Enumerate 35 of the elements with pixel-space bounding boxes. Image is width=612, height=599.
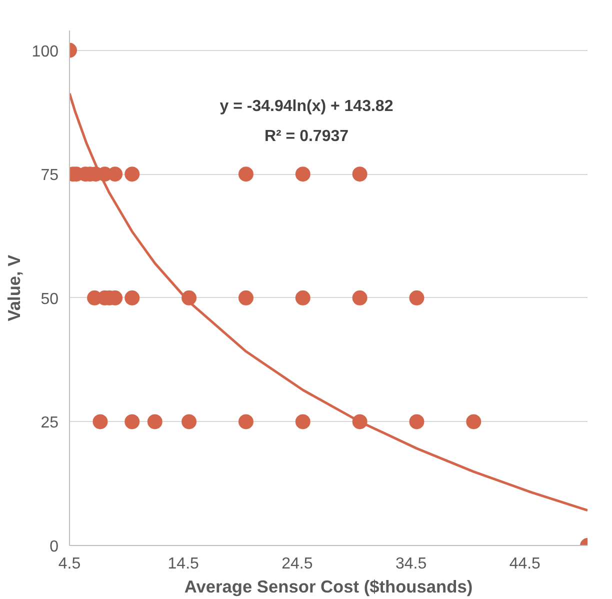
y-tick-label: 50 — [40, 290, 59, 308]
x-tick-label: 4.5 — [58, 556, 81, 572]
point — [182, 414, 197, 430]
x-axis-title: Average Sensor Cost ($thousands) — [184, 576, 473, 596]
point — [295, 166, 310, 182]
annotation: y = -34.94ln(x) + 143.82 — [220, 98, 394, 115]
y-axis-title: Value, V — [4, 254, 24, 322]
point — [124, 414, 140, 430]
point — [352, 414, 368, 430]
point — [295, 414, 310, 430]
point — [409, 290, 424, 306]
x-tick-label: 44.5 — [509, 556, 541, 572]
line-series — [70, 92, 588, 512]
point — [238, 166, 254, 182]
y-tick-label: 75 — [40, 167, 59, 184]
point — [92, 414, 108, 430]
x-tick-label: 24.5 — [282, 556, 313, 572]
annotation: R² = 0.7937 — [264, 128, 349, 145]
y-tick-label: 25 — [40, 414, 59, 432]
y-tick-label: 0 — [50, 538, 59, 556]
point — [147, 414, 162, 430]
point — [238, 414, 254, 430]
point — [238, 290, 254, 306]
point — [182, 290, 197, 306]
point — [108, 166, 123, 182]
x-tick-label: 34.5 — [395, 556, 427, 572]
point — [295, 290, 310, 306]
point — [124, 166, 140, 182]
point — [466, 414, 482, 430]
point — [352, 290, 368, 306]
y-tick-label: 100 — [32, 43, 59, 60]
point — [124, 290, 140, 306]
point — [352, 166, 368, 182]
point — [409, 414, 424, 430]
x-tick-label: 14.5 — [168, 556, 200, 572]
